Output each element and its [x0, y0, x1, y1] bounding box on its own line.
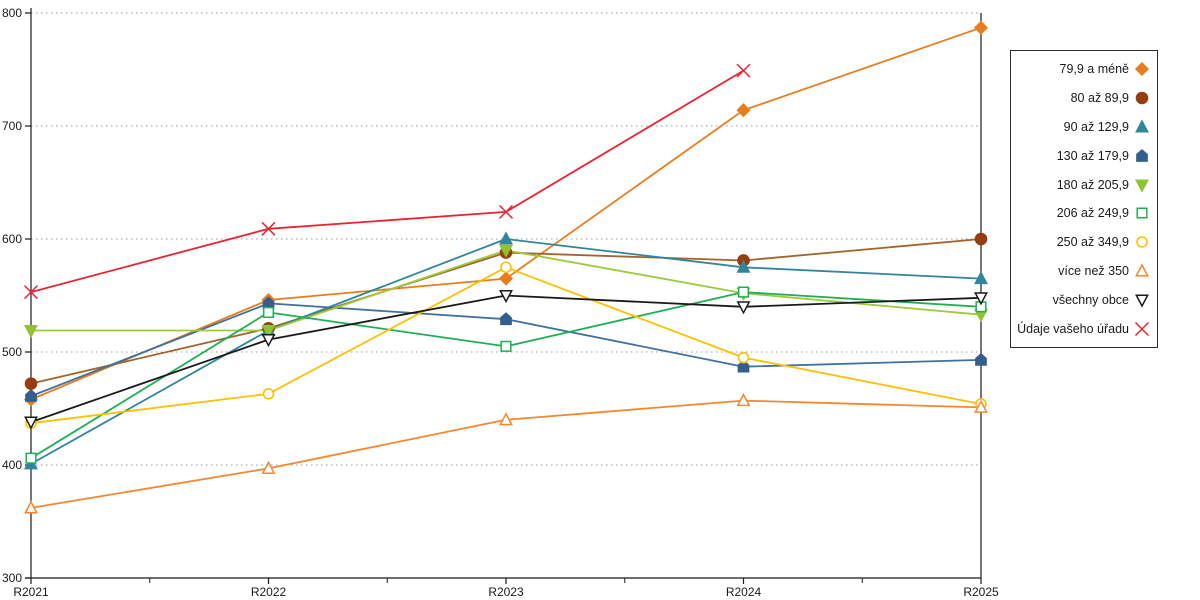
- legend-item: 80 až 89,9: [1011, 90, 1157, 106]
- legend-item: všechny obce: [1011, 292, 1157, 308]
- series-line-Údaje vašeho úřadu: [30, 69, 744, 293]
- y-tick-label: 800: [2, 6, 22, 20]
- pentagon-marker-icon: [1136, 148, 1148, 162]
- legend-marker: [1134, 62, 1150, 77]
- circle-marker-icon: [974, 232, 988, 246]
- y-tick-label: 700: [2, 119, 22, 133]
- legend-item: 250 až 349,9: [1011, 234, 1157, 250]
- triangle-up-marker-icon: [499, 412, 513, 426]
- square-marker-icon: [1136, 207, 1148, 219]
- triangle-up-marker-icon: [974, 399, 988, 413]
- x-marker-icon: [736, 63, 751, 78]
- legend-item: 79,9 a méně: [1011, 61, 1157, 77]
- legend-item-label: Údaje vašeho úřadu: [1017, 321, 1129, 336]
- y-tick-label: 300: [2, 571, 22, 585]
- legend-item-label: 250 až 349,9: [1056, 235, 1129, 250]
- legend-item-label: 130 až 179,9: [1056, 148, 1129, 163]
- diamond-marker-icon: [736, 103, 751, 118]
- pentagon-marker-icon: [500, 312, 512, 326]
- legend-marker: [1134, 321, 1150, 336]
- circle-marker-icon: [24, 377, 38, 390]
- series-line-80 až 89,9: [30, 238, 982, 385]
- triangle-up-marker-icon: [24, 500, 38, 514]
- triangle-up-marker-icon: [1135, 263, 1149, 277]
- triangle-up-marker-icon: [974, 270, 988, 285]
- diamond-marker-icon: [973, 20, 989, 35]
- square-marker-icon: [25, 452, 37, 464]
- legend-item: 206 až 249,9: [1011, 205, 1157, 221]
- diamond-marker-icon: [498, 271, 514, 286]
- y-tick-label: 500: [2, 345, 22, 359]
- legend-item: 180 až 205,9: [1011, 177, 1157, 193]
- triangle-up-marker-icon: [499, 231, 513, 245]
- legend-item: Údaje vašeho úřadu: [1011, 321, 1157, 337]
- legend-item-label: 80 až 89,9: [1070, 91, 1129, 106]
- x-marker-icon: [498, 204, 514, 219]
- x-marker-icon: [23, 285, 39, 300]
- triangle-up-marker-icon: [261, 460, 276, 474]
- triangle-down-marker-icon: [1135, 179, 1149, 193]
- legend-item-label: všechny obce: [1052, 292, 1129, 307]
- legend-item-label: 79,9 a méně: [1059, 62, 1130, 77]
- y-tick-label: 400: [2, 458, 22, 472]
- triangle-up-marker-icon: [736, 259, 751, 273]
- square-marker-icon: [262, 306, 275, 318]
- legend-item: 130 až 179,9: [1011, 148, 1157, 164]
- triangle-down-marker-icon: [1135, 294, 1149, 308]
- circle-marker-icon: [1136, 236, 1148, 248]
- legend-marker: [1136, 236, 1148, 248]
- legend-marker: [1135, 263, 1149, 277]
- square-marker-icon: [500, 340, 512, 352]
- circle-marker-icon: [1135, 91, 1149, 105]
- legend-item-label: více než 350: [1058, 263, 1129, 278]
- legend-item-label: 90 až 129,9: [1063, 119, 1129, 134]
- legend-marker: [1135, 179, 1149, 193]
- legend-item-label: 180 až 205,9: [1056, 177, 1129, 192]
- chart-legend: 79,9 a méně 80 až 89,9 90 až 129,9 130 až 1…: [1010, 50, 1158, 348]
- pentagon-marker-icon: [25, 389, 37, 402]
- legend-item: více než 350: [1011, 263, 1157, 279]
- triangle-down-marker-icon: [24, 324, 38, 339]
- y-tick-label: 600: [2, 232, 22, 246]
- circle-marker-icon: [262, 388, 275, 400]
- triangle-down-marker-icon: [261, 324, 276, 339]
- x-marker-icon: [1134, 321, 1150, 336]
- triangle-down-marker-icon: [24, 416, 38, 430]
- legend-marker: [1135, 119, 1149, 133]
- legend-marker: [1135, 294, 1149, 308]
- triangle-down-marker-icon: [736, 301, 751, 315]
- triangle-down-marker-icon: [261, 334, 276, 348]
- triangle-up-marker-icon: [736, 392, 751, 407]
- pentagon-marker-icon: [975, 352, 987, 366]
- pentagon-marker-icon: [737, 359, 750, 373]
- x-tick-label: R2022: [251, 585, 287, 599]
- legend-item-label: 206 až 249,9: [1056, 206, 1129, 221]
- triangle-down-marker-icon: [499, 244, 513, 258]
- diamond-marker-icon: [1134, 62, 1150, 77]
- triangle-down-marker-icon: [499, 289, 513, 304]
- square-marker-icon: [737, 286, 750, 298]
- legend-marker: [1136, 148, 1148, 162]
- legend-marker: [1135, 91, 1149, 105]
- triangle-down-marker-icon: [974, 292, 988, 306]
- x-tick-label: R2024: [726, 585, 762, 599]
- x-tick-label: R2025: [963, 585, 999, 599]
- x-tick-label: R2023: [488, 585, 524, 599]
- circle-marker-icon: [737, 351, 750, 364]
- legend-marker: [1136, 207, 1148, 219]
- circle-marker-icon: [500, 261, 512, 274]
- x-tick-label: R2021: [13, 585, 49, 599]
- legend-item: 90 až 129,9: [1011, 119, 1157, 135]
- x-marker-icon: [261, 221, 276, 236]
- triangle-up-marker-icon: [1135, 119, 1149, 133]
